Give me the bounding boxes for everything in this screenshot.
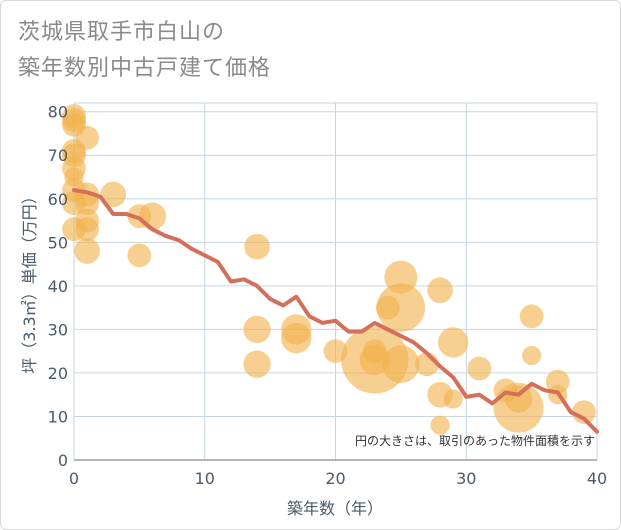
x-tick-label: 30 [456, 469, 476, 488]
scatter-point [430, 415, 450, 435]
chart-title-line2: 築年数別中古戸建て価格 [18, 56, 272, 81]
y-tick-label: 0 [58, 451, 68, 470]
y-tick-label: 50 [48, 233, 68, 252]
chart-title: 茨城県取手市白山の 築年数別中古戸建て価格 [18, 15, 271, 87]
scatter-point [437, 327, 469, 358]
y-tick-label: 20 [48, 364, 68, 383]
size-note: 円の大きさは、取引のあった物件面積を示す [355, 433, 595, 448]
trend-line [72, 188, 599, 434]
scatter-point [362, 339, 387, 364]
x-axis-ticks: 0 10 20 30 40 [69, 469, 607, 488]
x-tick-label: 20 [325, 469, 345, 488]
scatter-point [127, 243, 152, 268]
scatter-point [519, 304, 544, 329]
bubbles [62, 104, 596, 435]
scatter-point [64, 167, 84, 187]
scatter-point [244, 233, 270, 260]
x-tick-label: 10 [195, 469, 215, 488]
y-tick-label: 40 [48, 277, 68, 296]
scatter-point [522, 345, 542, 366]
scatter-point [375, 295, 400, 320]
scatter-point [75, 217, 99, 242]
chart-title-line1: 茨城県取手市白山の [18, 20, 226, 45]
scatter-point [75, 191, 99, 216]
scatter-point [443, 389, 463, 409]
scatter-point [467, 356, 492, 381]
scatter-point [75, 125, 99, 150]
scatter-point [382, 345, 420, 384]
scatter-point [384, 260, 418, 294]
scatter-point [323, 339, 348, 364]
scatter-point [572, 400, 596, 425]
x-axis-label: 築年数（年） [287, 499, 383, 518]
y-axis-label: 坪（3.3㎡）単価（万円） [20, 188, 39, 373]
x-tick-label: 40 [587, 469, 607, 488]
x-tick-label: 0 [69, 469, 79, 488]
trend-line-group [72, 188, 599, 434]
plot-area-border [73, 102, 598, 461]
y-tick-label: 30 [48, 320, 68, 339]
scatter-point [74, 238, 100, 264]
scatter-point [243, 315, 271, 344]
y-tick-label: 80 [48, 103, 68, 122]
scatter-point [243, 350, 271, 378]
y-axis-ticks: 0 10 20 30 40 50 60 70 80 [48, 103, 68, 470]
y-tick-label: 60 [48, 190, 68, 209]
scatter-point [376, 283, 426, 332]
y-tick-label: 10 [48, 407, 68, 426]
scatter-point [100, 181, 127, 208]
scatter-point [427, 277, 453, 304]
scatter-point [281, 322, 312, 354]
y-tick-label: 70 [48, 146, 68, 165]
